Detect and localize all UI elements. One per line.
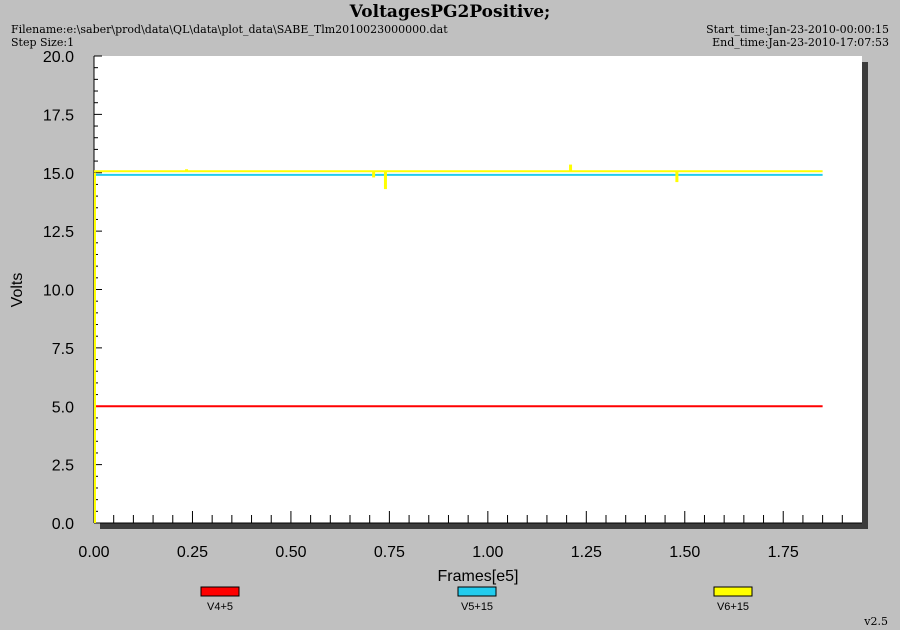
x-tick-label: 1.50 [669, 544, 700, 561]
start-time-label: Start_time:Jan-23-2010-00:00:15 [706, 23, 889, 36]
step-size-label: Step Size:1 [11, 36, 75, 49]
plot-area [94, 56, 862, 523]
y-tick-label: 15.0 [43, 166, 74, 183]
y-tick-label: 2.5 [52, 458, 74, 475]
y-tick-label: 20.0 [43, 49, 74, 66]
y-tick-label: 12.5 [43, 224, 74, 241]
legend-swatch [457, 586, 497, 597]
y-tick-label: 10.0 [43, 283, 74, 300]
filename-label: Filename:e:\saber\prod\data\QL\data\plot… [11, 23, 448, 36]
y-tick-label: 7.5 [52, 341, 74, 358]
time-info: Start_time:Jan-23-2010-00:00:15 End_time… [706, 23, 889, 49]
legend-label: V4+5 [207, 601, 233, 613]
legend-label: V6+15 [717, 601, 749, 613]
version-label: v2.5 [864, 615, 888, 628]
file-info: Filename:e:\saber\prod\data\QL\data\plot… [11, 23, 448, 49]
axes-layer: 0.0 2.5 5.0 7.5 10.0 12.5 15.0 17.5 20.0 0.00 0.25… [43, 49, 862, 561]
y-tick-label: 17.5 [43, 107, 74, 124]
y-tick-label: 0.0 [52, 516, 74, 533]
y-tick-label: 5.0 [52, 399, 74, 416]
x-tick-label: 0.75 [374, 544, 405, 561]
chart-title: VoltagesPG2Positive; [349, 2, 551, 22]
legend-swatch [713, 586, 753, 597]
y-axis-label: Volts [9, 273, 26, 308]
legend: V4+5 V5+15 V6+15 [200, 586, 753, 613]
series-layer [94, 164, 823, 523]
x-tick-label: 0.25 [177, 544, 208, 561]
x-tick-label: 1.25 [571, 544, 602, 561]
x-tick-label: 0.50 [275, 544, 306, 561]
x-tick-label: 0.00 [78, 544, 109, 561]
x-axis-label: Frames[e5] [438, 568, 519, 585]
end-time-label: End_time:Jan-23-2010-17:07:53 [712, 36, 889, 49]
x-tick-label: 1.00 [472, 544, 503, 561]
x-tick-label: 1.75 [768, 544, 799, 561]
legend-label: V5+15 [461, 601, 493, 613]
legend-swatch [200, 586, 240, 597]
